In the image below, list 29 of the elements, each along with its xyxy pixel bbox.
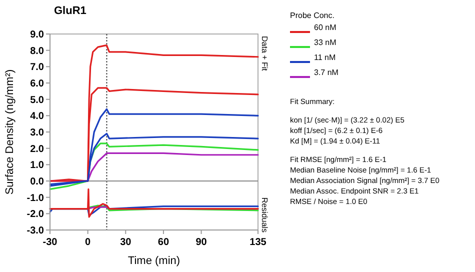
legend-label: 33 nM <box>314 38 337 47</box>
legend-label: 11 nM <box>314 53 336 62</box>
y-tick-label: 0.0 <box>30 176 44 188</box>
legend-label: 3.7 nM <box>314 68 339 77</box>
x-tick-label: 135 <box>250 237 267 248</box>
legend-label: 60 nM <box>314 23 337 32</box>
y-tick-label: -1.0 <box>26 192 44 204</box>
y-tick-label: -2.0 <box>26 209 44 220</box>
y-tick-label: 1.0 <box>30 160 44 172</box>
x-tick-label: -30 <box>42 237 58 248</box>
y-tick-label: 6.0 <box>30 78 44 90</box>
y-tick-label: 2.0 <box>30 144 44 155</box>
y-tick-label: 3.0 <box>30 128 44 138</box>
y-tick-label: -3.0 <box>26 226 44 236</box>
x-tick-label: 90 <box>196 237 208 248</box>
x-axis-title: Time (min) <box>128 255 180 267</box>
legend-title: Probe Conc. <box>290 11 334 20</box>
x-tick-label: 60 <box>158 237 170 248</box>
y-axis-title: Surface Density (ng/mm²) <box>4 69 16 195</box>
y-tick-label: 4.0 <box>30 111 44 122</box>
x-tick-label: 30 <box>120 237 132 248</box>
chart-title: GluR1 <box>54 5 86 17</box>
y-tick-label: 9.0 <box>30 30 44 40</box>
y-tick-label: 5.0 <box>30 94 44 106</box>
text: Data + Fit <box>260 36 269 72</box>
y-tick-label: 8.0 <box>30 46 44 57</box>
text: Residuals <box>260 197 269 232</box>
y-tick-label: 7.0 <box>30 62 44 74</box>
x-tick-label: 0 <box>85 237 92 248</box>
